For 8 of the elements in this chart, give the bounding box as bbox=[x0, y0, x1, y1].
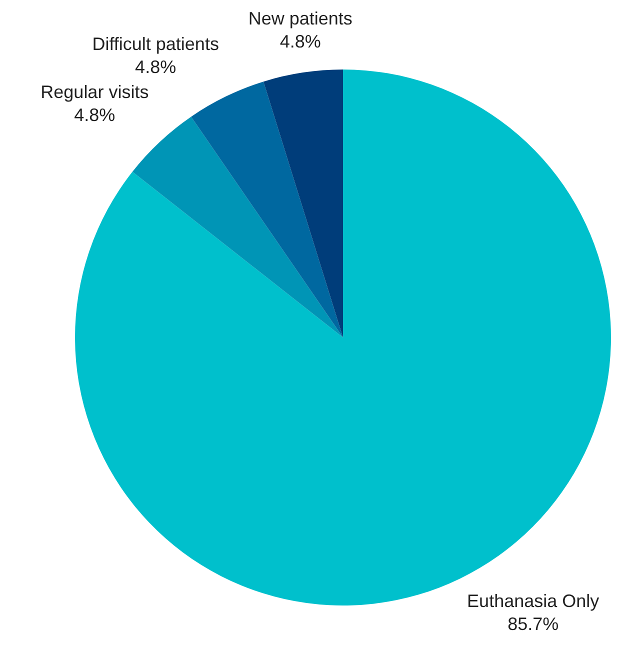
slice-label: Difficult patients bbox=[92, 34, 219, 54]
slice-label: New patients bbox=[248, 8, 352, 29]
data-label: 4.8% bbox=[74, 105, 116, 126]
data-label: 4.8% bbox=[280, 32, 321, 52]
slice-label: Euthanasia Only bbox=[467, 591, 600, 612]
data-label: 85.7% bbox=[508, 614, 559, 634]
slice-label: Regular visits bbox=[40, 82, 149, 102]
data-label: 4.8% bbox=[135, 56, 176, 77]
